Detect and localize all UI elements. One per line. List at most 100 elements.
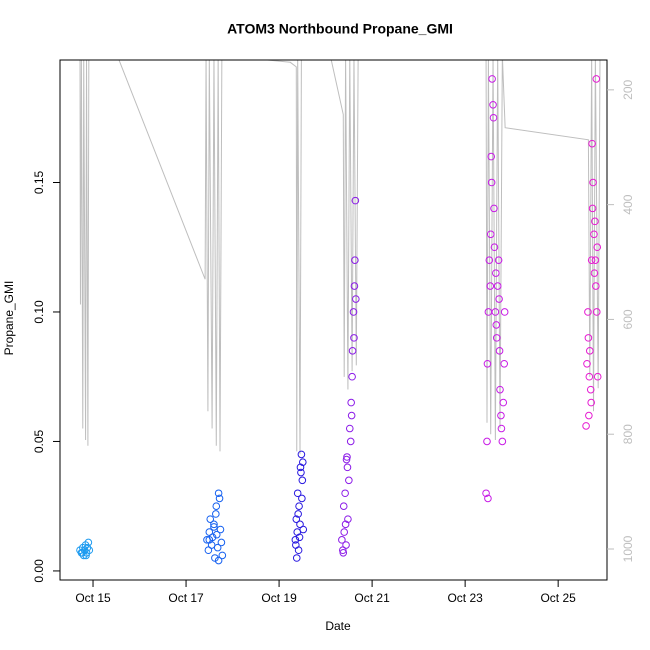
point <box>345 476 353 485</box>
point <box>587 256 596 264</box>
point <box>351 196 360 205</box>
point <box>588 139 596 148</box>
point <box>214 556 223 565</box>
pressure-line <box>79 60 601 455</box>
point <box>593 372 602 381</box>
point <box>212 510 220 518</box>
point <box>341 489 349 498</box>
point <box>486 230 495 239</box>
point <box>585 411 593 420</box>
y-tick-label: 0.00 <box>32 559 46 583</box>
point <box>489 101 497 109</box>
point <box>210 520 218 529</box>
point <box>589 178 597 187</box>
point <box>585 347 594 355</box>
point <box>297 468 305 477</box>
point <box>215 494 224 503</box>
point <box>298 476 307 485</box>
point <box>291 536 300 544</box>
point <box>292 541 300 549</box>
point <box>490 204 498 213</box>
point <box>591 256 600 264</box>
x-tick-label: Oct 25 <box>540 591 576 605</box>
point <box>500 308 509 316</box>
point <box>82 551 90 560</box>
point <box>351 256 359 264</box>
point <box>206 515 215 523</box>
point <box>343 453 351 461</box>
point <box>299 525 308 534</box>
x-tick-label: Oct 21 <box>354 591 390 605</box>
point <box>483 437 491 446</box>
point <box>585 372 594 381</box>
point <box>350 282 359 290</box>
point <box>292 554 301 562</box>
point <box>217 538 226 547</box>
point <box>348 347 357 355</box>
point <box>497 411 505 420</box>
y2-tick-label: 400 <box>621 194 635 214</box>
x-tick-label: Oct 19 <box>261 591 297 605</box>
y2-tick-label: 600 <box>621 309 635 329</box>
point <box>497 424 506 433</box>
point <box>495 295 503 303</box>
point <box>210 523 218 531</box>
point <box>350 334 358 342</box>
point <box>345 424 354 433</box>
point <box>586 385 595 394</box>
point <box>213 543 222 552</box>
point <box>500 359 509 368</box>
point <box>212 530 221 539</box>
point <box>216 525 225 534</box>
point <box>338 536 346 544</box>
point <box>584 308 592 316</box>
point <box>292 515 301 523</box>
point <box>347 411 356 420</box>
point <box>492 321 501 329</box>
point <box>341 520 350 529</box>
point <box>493 282 502 290</box>
point <box>340 528 348 536</box>
point <box>342 455 351 464</box>
plot-box <box>59 59 608 581</box>
point <box>342 541 350 549</box>
chart-title: ATOM3 Northbound Propane_GMI <box>227 21 453 37</box>
point <box>491 308 500 316</box>
point <box>499 398 508 407</box>
point <box>587 398 595 407</box>
point <box>488 75 496 83</box>
point <box>205 536 214 544</box>
point <box>339 502 348 510</box>
point <box>592 282 600 290</box>
x-axis-title: Date <box>325 619 351 633</box>
y-tick-label: 0.05 <box>32 429 46 453</box>
point <box>492 334 501 342</box>
x-tick-label: Oct 17 <box>168 591 204 605</box>
point <box>496 385 504 394</box>
point <box>349 308 358 316</box>
point <box>339 549 348 557</box>
x-tick-label: Oct 15 <box>75 591 111 605</box>
point <box>593 243 602 252</box>
point <box>490 243 499 252</box>
point <box>485 256 494 264</box>
point <box>583 359 591 368</box>
point <box>484 308 493 316</box>
y2-tick-label: 1000 <box>621 535 635 562</box>
point <box>343 463 352 472</box>
y-tick-label: 0.15 <box>32 170 46 194</box>
y2-tick-label: 200 <box>621 80 635 100</box>
point <box>495 347 504 355</box>
point <box>482 489 490 498</box>
point <box>590 269 599 277</box>
point <box>487 178 496 187</box>
y-axis-title: Propane_GMI <box>2 281 16 356</box>
plot-area <box>76 60 602 565</box>
y-tick-label: 0.10 <box>32 300 46 324</box>
point <box>498 437 507 446</box>
point <box>299 458 307 466</box>
point <box>348 372 356 381</box>
point <box>293 489 302 498</box>
point <box>492 269 500 277</box>
